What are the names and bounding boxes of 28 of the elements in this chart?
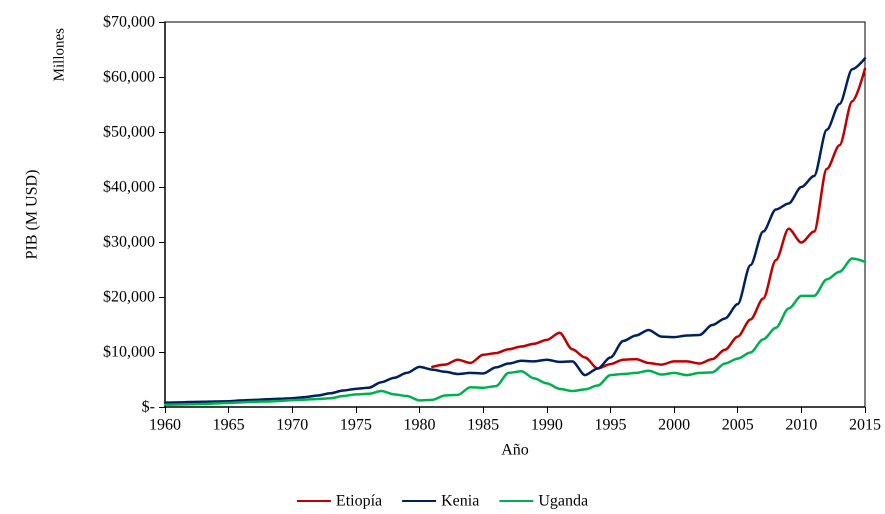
x-tick-label: 1960 — [149, 416, 181, 434]
x-tick-label: 1985 — [467, 416, 500, 434]
x-tick-label: 1980 — [404, 416, 436, 434]
text: Millones — [52, 28, 68, 82]
x-tick-label: 2010 — [785, 416, 818, 434]
legend-label: Etiopía — [336, 492, 382, 510]
x-axis-title: Año — [501, 442, 529, 458]
x-tick-label: 2005 — [722, 416, 754, 434]
x-tick-label: 1975 — [340, 416, 372, 434]
y-tick-label: $- — [142, 398, 155, 416]
y-tick-label: $10,000 — [103, 344, 155, 360]
y-tick-label: $60,000 — [103, 68, 155, 86]
y-axis-title: PIB (M USD) — [24, 170, 40, 260]
y-tick-label: $20,000 — [103, 288, 155, 306]
x-tick-label: 1970 — [276, 416, 308, 434]
y-tick-label: $40,000 — [103, 178, 155, 196]
x-tick-label: 2000 — [658, 416, 690, 434]
y-tick-label: $50,000 — [103, 124, 155, 140]
legend-label: Kenia — [441, 492, 480, 510]
line-series — [431, 68, 866, 370]
x-tick-label: 1965 — [212, 416, 245, 434]
y-tick-label: $30,000 — [103, 234, 155, 250]
x-tick-label: 1990 — [530, 416, 563, 434]
legend-label: Uganda — [538, 492, 588, 510]
x-tick-label: 1995 — [594, 416, 626, 434]
y-tick-label: $70,000 — [103, 14, 155, 30]
x-tick-label: 2015 — [849, 416, 881, 434]
line-series — [164, 57, 866, 404]
